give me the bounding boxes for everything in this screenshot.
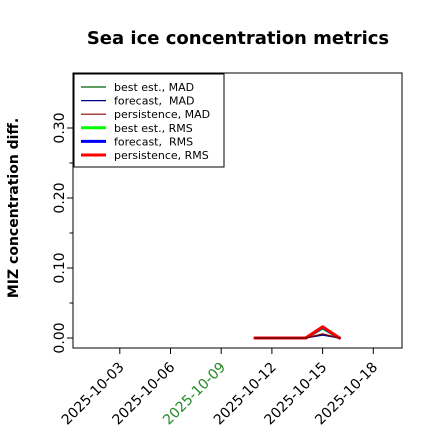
legend-label: persistence, MAD [114, 108, 210, 121]
legend-box [73, 73, 225, 168]
y-tick-label: 0.00 [52, 322, 68, 353]
legend-label: persistence, RMS [114, 149, 209, 162]
y-tick-label: 0.30 [52, 112, 68, 143]
legend-label: best est., RMS [114, 122, 193, 135]
y-axis-label: MIZ concentration diff. [6, 118, 22, 298]
y-tick-label: 0.10 [52, 252, 68, 283]
x-axis: 2025-10-032025-10-062025-10-092025-10-12… [59, 348, 381, 428]
legend-label: forecast, RMS [114, 135, 193, 148]
series-line-2 [254, 333, 341, 339]
y-axis: 0.00 0.10 0.20 0.30 [52, 112, 73, 354]
legend-label: forecast, MAD [114, 95, 194, 108]
y-tick-label: 0.20 [52, 182, 68, 213]
series-layer [253, 325, 341, 340]
legend-label: best est., MAD [114, 81, 194, 94]
chart-title: Sea ice concentration metrics [87, 28, 389, 49]
